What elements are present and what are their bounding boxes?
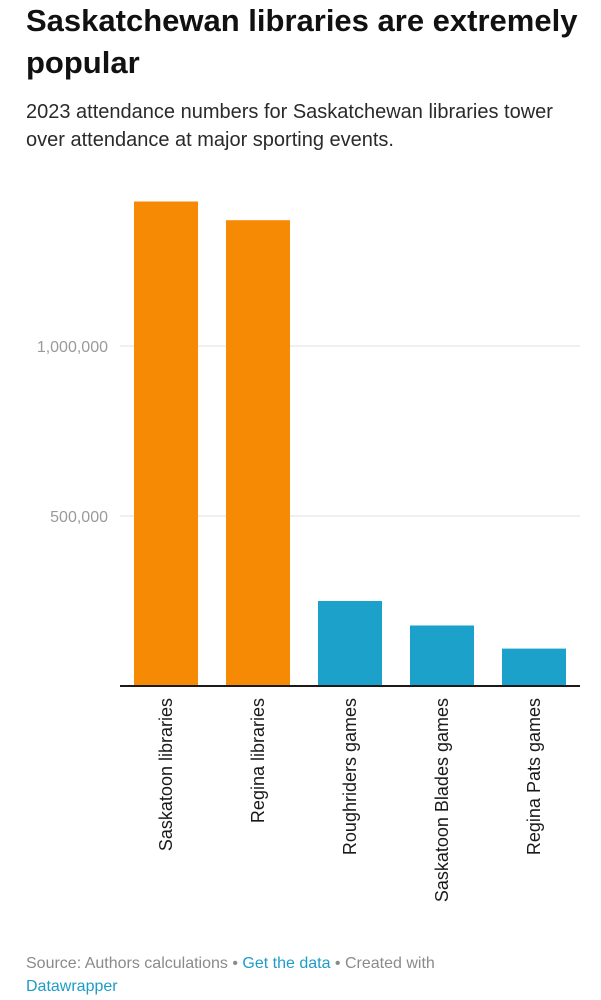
x-tick-label: Saskatoon Blades games [432,698,452,902]
bar [502,648,566,686]
get-data-link[interactable]: Get the data [242,955,331,972]
x-tick-label: Regina libraries [248,698,268,823]
bar [134,201,198,686]
datawrapper-link[interactable]: Datawrapper [26,978,118,995]
x-tick-label: Roughriders games [340,698,360,855]
bar [410,625,474,686]
source-text: Source: Authors calculations [26,955,228,972]
bar [226,220,290,686]
x-tick-label: Regina Pats games [524,698,544,855]
bar-chart: 500,000 1,000,000 Saskatoon libraries Regin… [37,201,580,902]
x-tick-label: Saskatoon libraries [156,698,176,851]
bar [318,601,382,686]
chart-title: Saskatchewan libraries are extremely pop… [26,3,578,80]
separator-dot: • [232,955,238,972]
chart-footer: Source: Authors calculations • Get the d… [26,952,586,998]
y-tick-label: 1,000,000 [37,339,108,356]
created-with-text: Created with [344,955,435,972]
y-tick-label: 500,000 [50,509,108,526]
chart-subtitle: 2023 attendance numbers for Saskatchewan… [26,101,553,151]
separator-dot: • [334,955,341,972]
